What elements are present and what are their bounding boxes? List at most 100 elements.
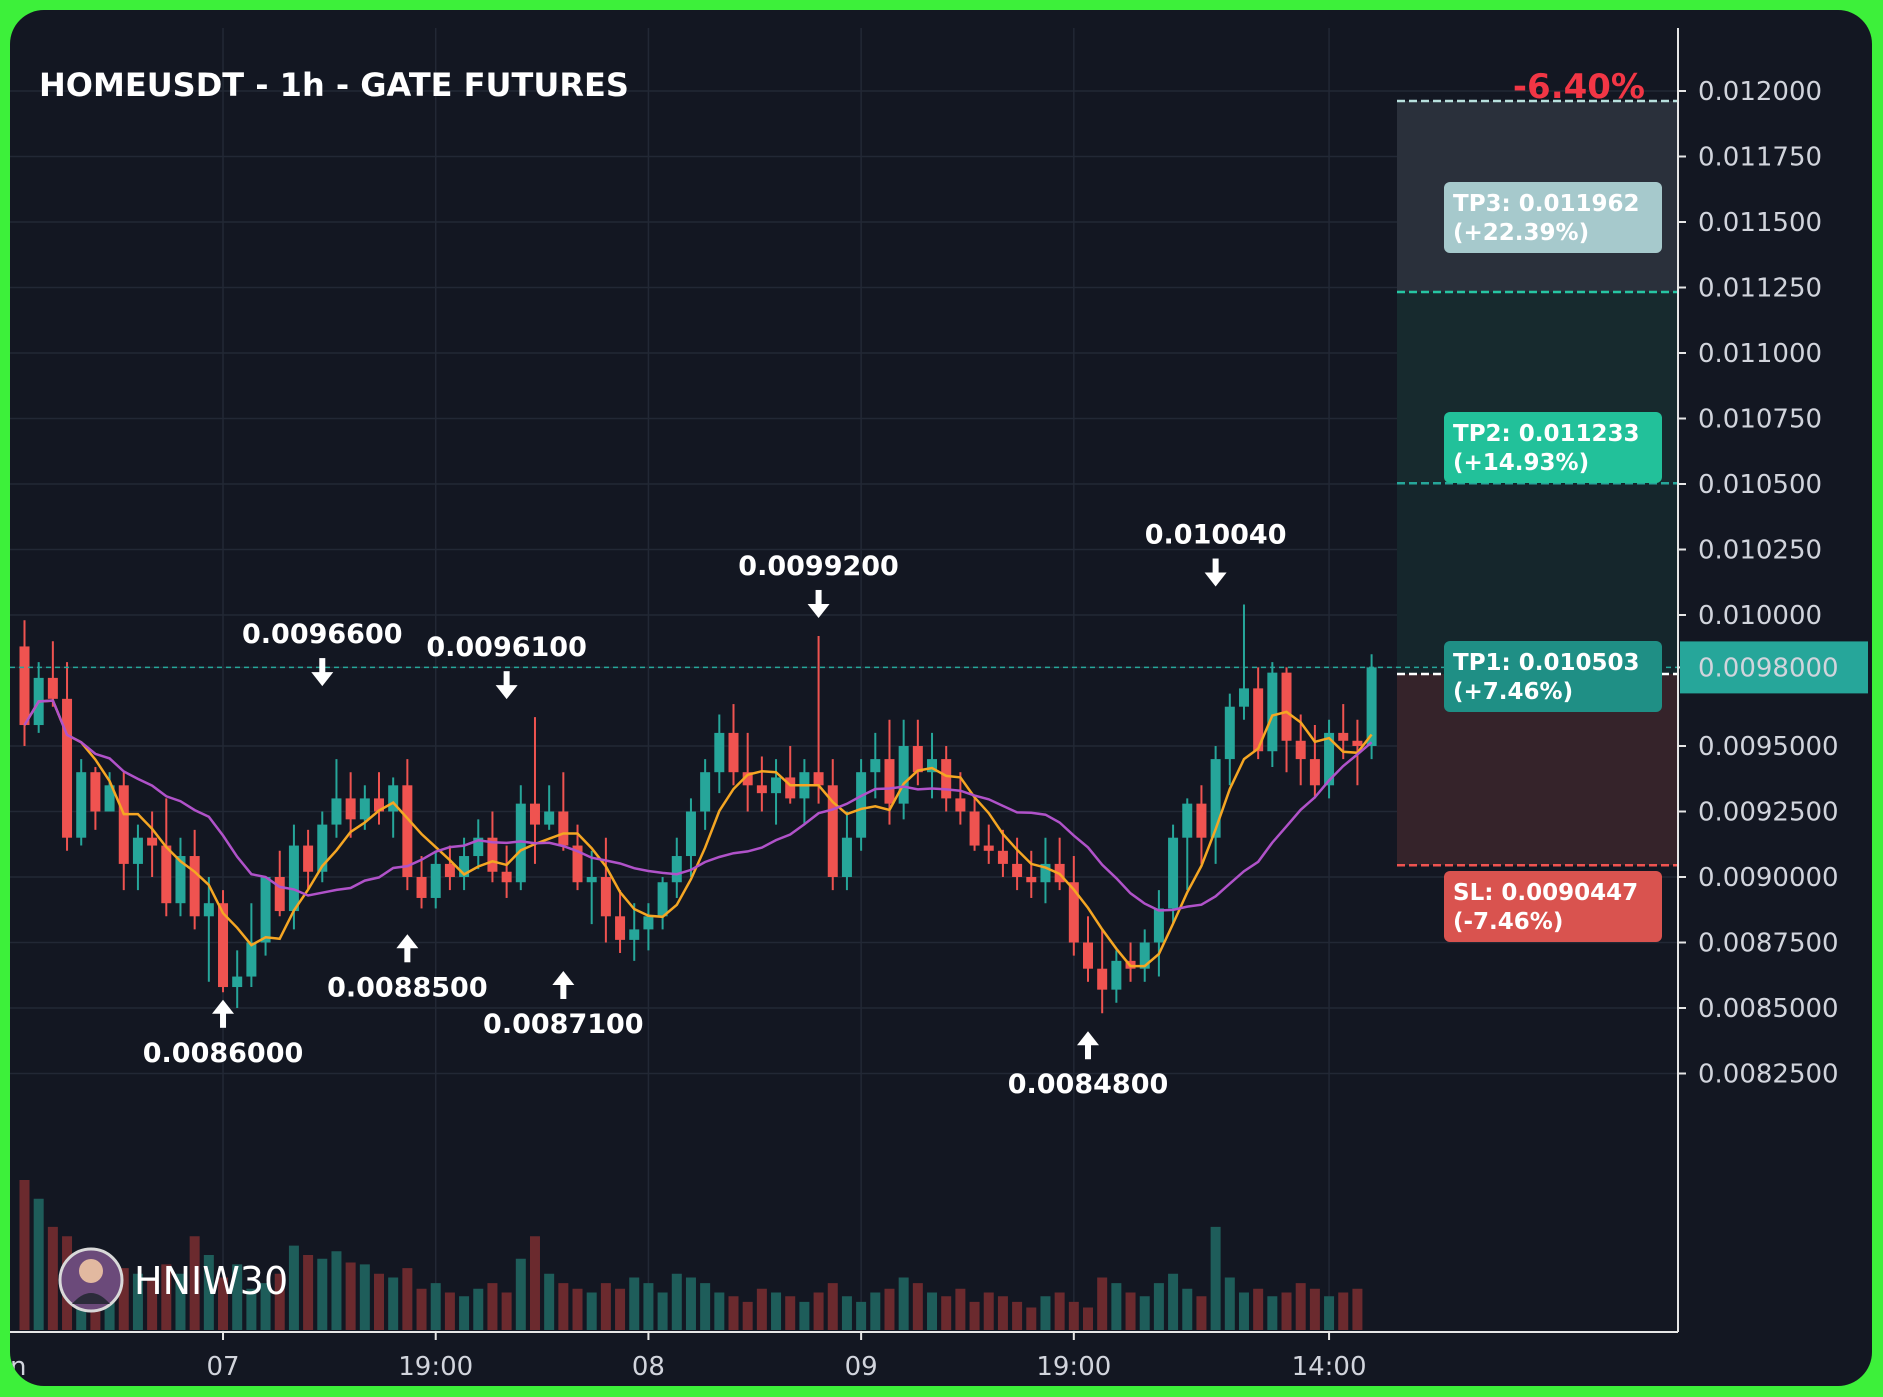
volume-bar	[132, 1273, 143, 1330]
price-tick-label: 0.010500	[1698, 470, 1822, 500]
candle-body	[90, 772, 101, 812]
arrow-down-icon	[495, 685, 518, 700]
time-tick-label: 19:00	[1036, 1352, 1111, 1382]
candle-body	[742, 772, 753, 786]
candle-body	[288, 845, 299, 912]
price-tick-label: 0.011750	[1698, 143, 1822, 173]
candle-body	[161, 845, 172, 904]
candle-body	[572, 845, 583, 883]
volume-bars	[19, 1180, 1363, 1330]
author-name: HNIW30	[134, 1259, 288, 1303]
price-tick-label: 0.011500	[1698, 208, 1822, 238]
candle-body	[1168, 837, 1179, 909]
volume-bar	[1324, 1296, 1335, 1330]
price-tick-label: 0.012000	[1698, 77, 1822, 107]
candle-body	[1366, 667, 1377, 746]
candle-body	[544, 811, 555, 825]
arrow-up-icon	[212, 999, 235, 1014]
tp3-label: TP3: 0.011962 (+22.39%)	[1444, 182, 1662, 253]
time-tick-label: 08	[632, 1352, 665, 1382]
candle-body	[600, 877, 611, 917]
volume-bar	[1111, 1283, 1122, 1330]
candle-body	[671, 856, 682, 883]
volume-bar	[813, 1292, 824, 1330]
tp2-label-line1: TP2: 0.011233	[1453, 421, 1640, 447]
volume-bar	[402, 1268, 413, 1330]
volume-bar	[1026, 1307, 1037, 1330]
volume-bar	[388, 1277, 399, 1330]
volume-bar	[756, 1288, 767, 1330]
candle-body	[927, 759, 938, 773]
volume-bar	[1338, 1292, 1349, 1330]
candle-body	[1338, 732, 1349, 741]
volume-bar	[1309, 1288, 1320, 1330]
volume-bar	[586, 1292, 597, 1330]
candle-body	[1139, 942, 1150, 969]
volume-bar	[997, 1296, 1008, 1330]
candle-body	[969, 811, 980, 846]
candle-body	[1111, 960, 1122, 990]
volume-bar	[274, 1273, 285, 1330]
volume-bar	[374, 1273, 384, 1330]
arrow-up-icon	[1077, 1031, 1099, 1046]
volume-bar	[1153, 1283, 1164, 1330]
volume-bar	[1352, 1288, 1363, 1330]
volume-bar	[827, 1283, 838, 1330]
tp2-label-line2: (+14.93%)	[1453, 450, 1589, 476]
volume-bar	[629, 1277, 640, 1330]
candle-body	[416, 877, 427, 898]
change-percent: -6.40%	[1513, 67, 1645, 107]
arrow-down-icon	[319, 658, 326, 675]
price-tick-label: 0.010000	[1698, 601, 1822, 631]
candle-body	[997, 850, 1008, 864]
candle-body	[246, 942, 257, 977]
volume-bar	[501, 1292, 512, 1330]
volume-bar	[1281, 1292, 1292, 1330]
volume-bar	[856, 1301, 867, 1330]
time-tick-label: 14:00	[1292, 1352, 1367, 1382]
tp1-label-box	[1444, 641, 1662, 712]
candle-body	[175, 856, 186, 904]
candle-body	[1210, 759, 1221, 838]
candle-body	[1238, 688, 1249, 707]
volume-bar	[941, 1296, 952, 1330]
volume-bar	[317, 1258, 328, 1330]
candle-body	[1083, 942, 1093, 969]
time-tick-label: n	[10, 1352, 26, 1382]
candle-body	[1182, 803, 1193, 838]
arrow-down-icon	[311, 672, 334, 687]
candle-body	[359, 798, 370, 820]
volume-bar	[870, 1292, 881, 1330]
volume-bar	[1168, 1273, 1179, 1330]
candle-body	[374, 798, 384, 812]
volume-bar	[147, 1277, 158, 1330]
author-badge[interactable]: HNIW30	[58, 1247, 288, 1313]
volume-bar	[643, 1283, 654, 1330]
time-tick-label: 09	[845, 1352, 878, 1382]
volume-bar	[728, 1296, 739, 1330]
volume-bar	[260, 1283, 271, 1330]
candle-body	[856, 772, 867, 838]
candlestick-chart[interactable]: 0.0086000 0.0096600 0.0088500 0.0096100 0.00…	[10, 10, 1872, 1386]
candle-body	[728, 732, 739, 773]
candle-body	[884, 759, 895, 804]
candle-body	[232, 976, 243, 988]
candle-body	[983, 845, 994, 851]
candle-body	[132, 837, 143, 864]
volume-bar	[969, 1301, 980, 1330]
volume-bar	[700, 1283, 711, 1330]
price-tick-label: 0.0092500	[1698, 798, 1839, 828]
candle-body	[104, 785, 115, 812]
candle-body	[1352, 740, 1363, 746]
volume-bar	[600, 1283, 611, 1330]
candle-body	[459, 856, 470, 877]
volume-bar	[1238, 1292, 1249, 1330]
candle-body	[62, 698, 73, 838]
time-tick-label: 07	[206, 1352, 239, 1382]
chart-frame: 0.0086000 0.0096600 0.0088500 0.0096100 0.00…	[10, 10, 1872, 1386]
volume-bar	[444, 1292, 455, 1330]
tp3-label-line1: TP3: 0.011962	[1453, 191, 1640, 217]
arrow-down-icon	[1204, 572, 1227, 587]
candle-body	[118, 785, 129, 864]
volume-bar	[572, 1288, 583, 1330]
